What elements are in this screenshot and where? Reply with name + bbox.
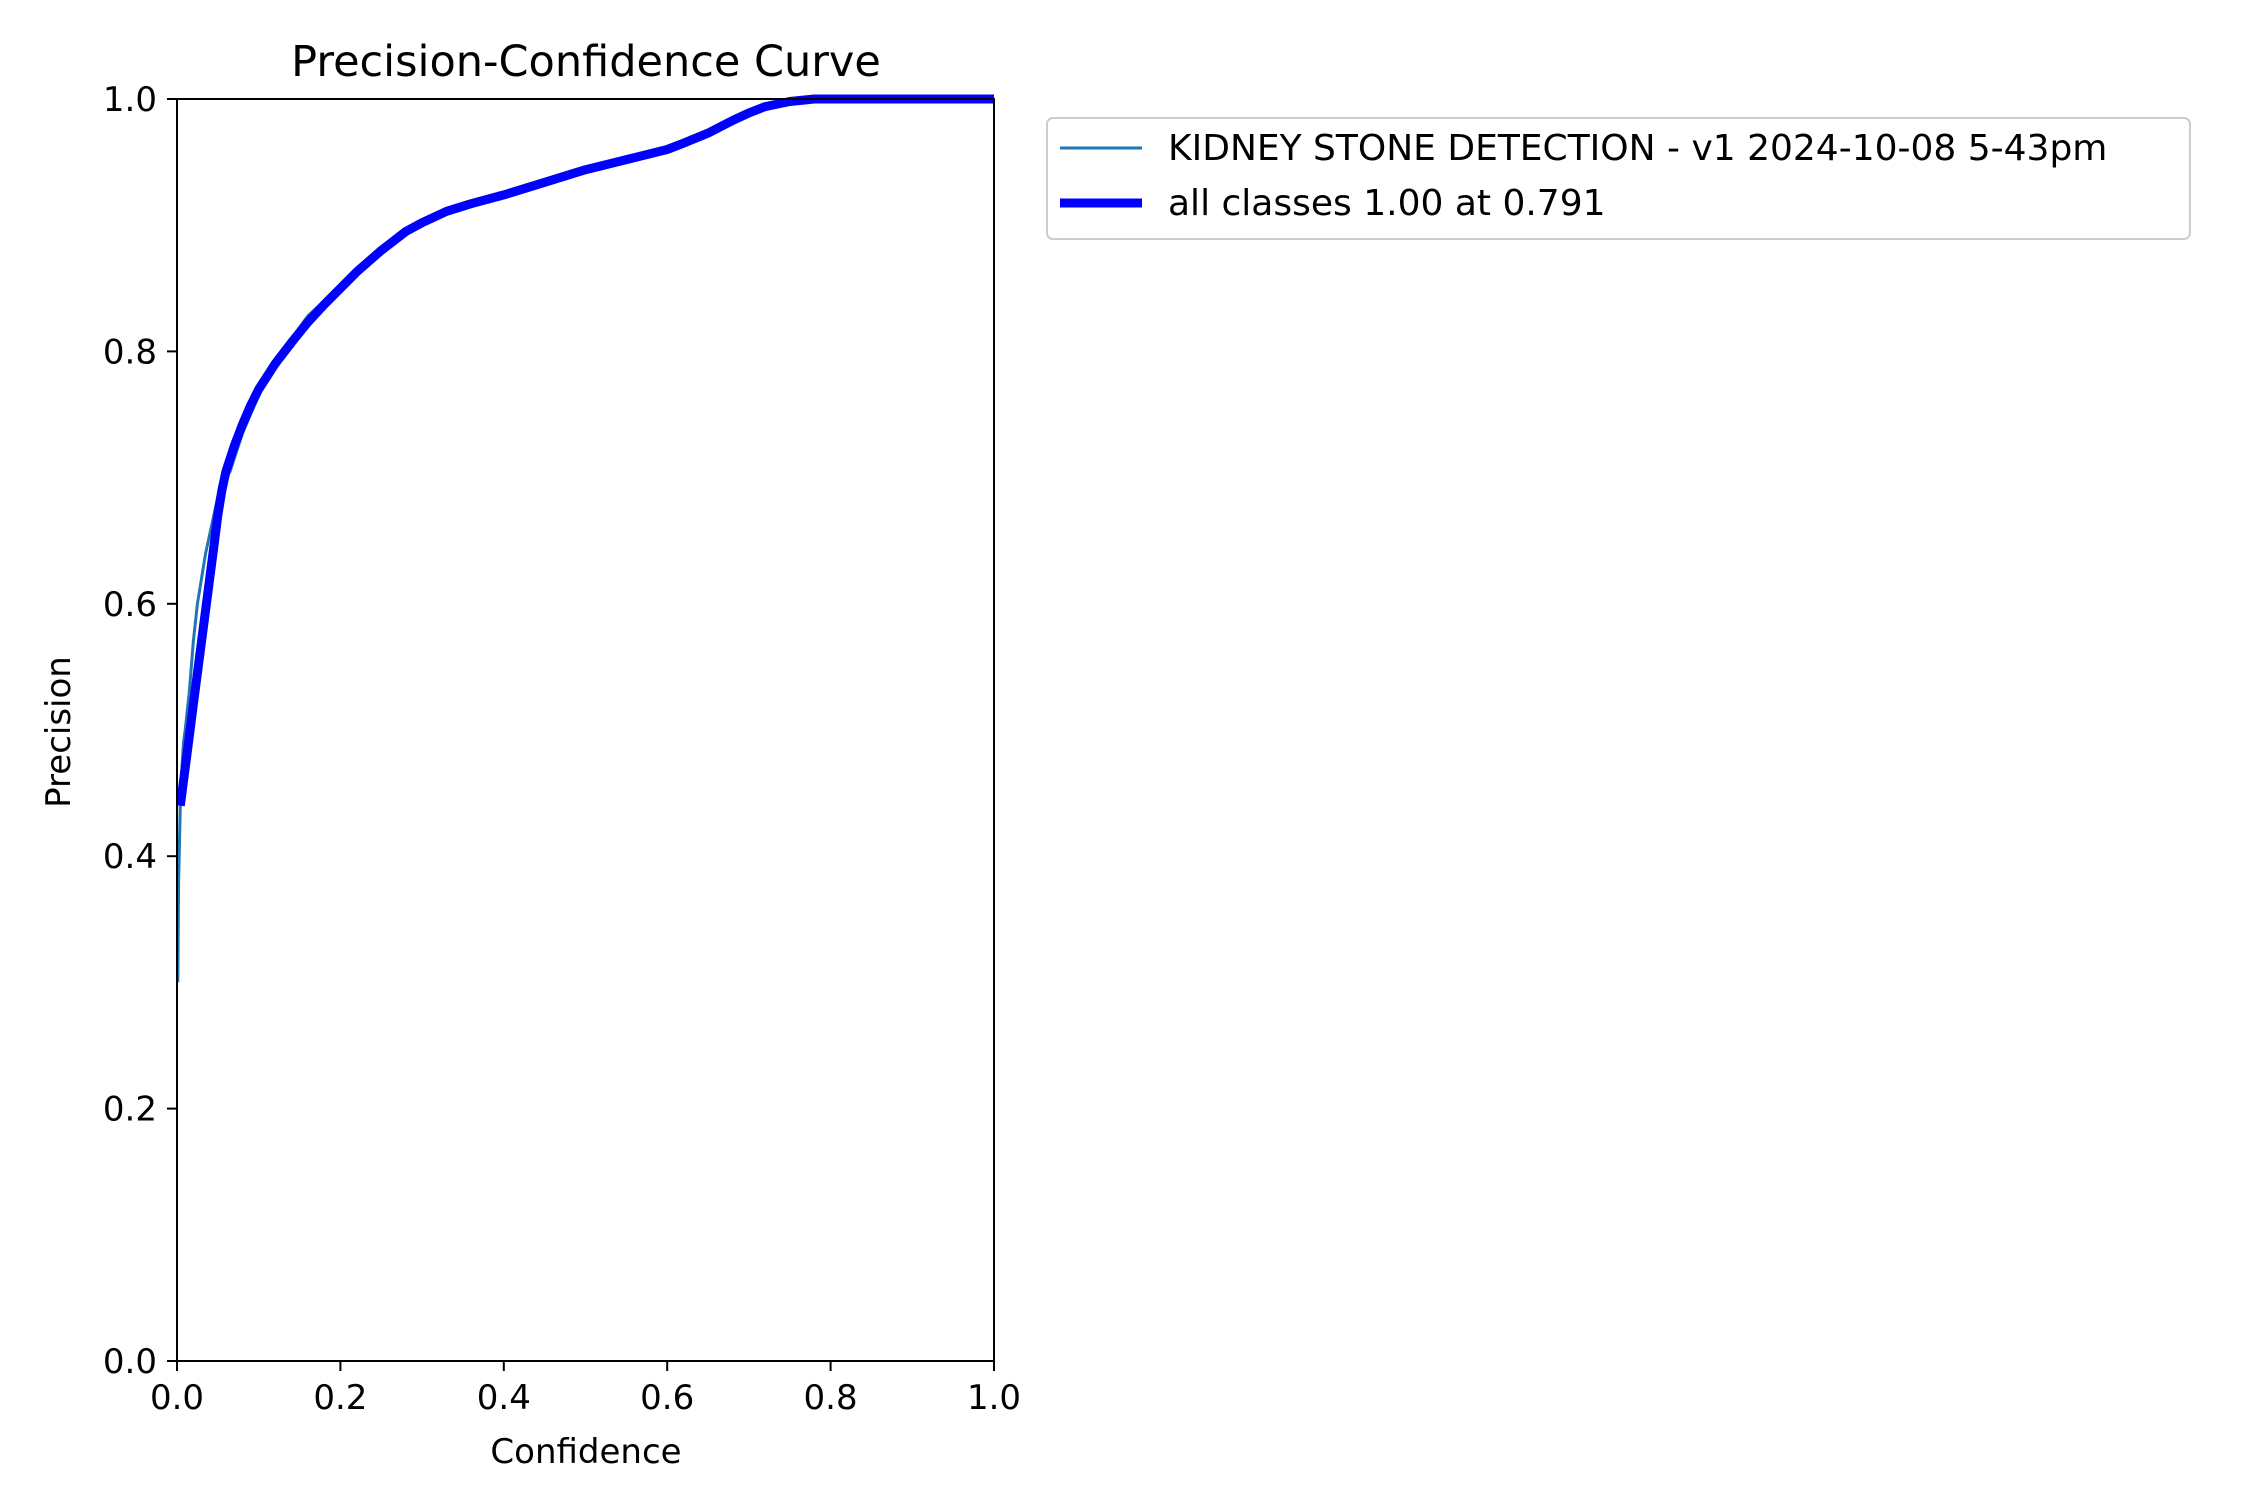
- y-tick-label: 0.0: [103, 1342, 157, 1382]
- y-tick-label: 0.4: [103, 837, 157, 877]
- legend: KIDNEY STONE DETECTION - v1 2024-10-08 5…: [1046, 117, 2191, 240]
- x-tick-label: 0.8: [804, 1378, 858, 1418]
- y-tick-label: 0.8: [103, 332, 157, 372]
- y-tick-label: 0.2: [103, 1090, 157, 1130]
- legend-box: [1046, 117, 2191, 240]
- y-tick-label: 0.6: [103, 585, 157, 625]
- x-tick-label: 0.4: [477, 1378, 531, 1418]
- x-tick-label: 0.0: [150, 1378, 204, 1418]
- chart-title: Precision-Confidence Curve: [291, 37, 881, 87]
- x-tick-label: 0.6: [640, 1378, 694, 1418]
- series-line-1: [175, 94, 994, 807]
- x-tick-label: 1.0: [967, 1378, 1021, 1418]
- plot-frame: [176, 98, 995, 1362]
- y-axis-label: Precision: [39, 656, 79, 808]
- y-axis-ticks: 0.0 0.2 0.4 0.6 0.8 1.0: [103, 80, 177, 1382]
- x-axis-label: Confidence: [490, 1432, 681, 1472]
- legend-label-series-0: KIDNEY STONE DETECTION - v1 2024-10-08 5…: [1168, 128, 2107, 169]
- plot-lines: [175, 94, 994, 983]
- x-tick-label: 0.2: [313, 1378, 367, 1418]
- x-axis-ticks: 0.0 0.2 0.4 0.6 0.8 1.0: [150, 1361, 1021, 1418]
- legend-label-series-1: all classes 1.00 at 0.791: [1168, 183, 1606, 224]
- y-tick-label: 1.0: [103, 80, 157, 120]
